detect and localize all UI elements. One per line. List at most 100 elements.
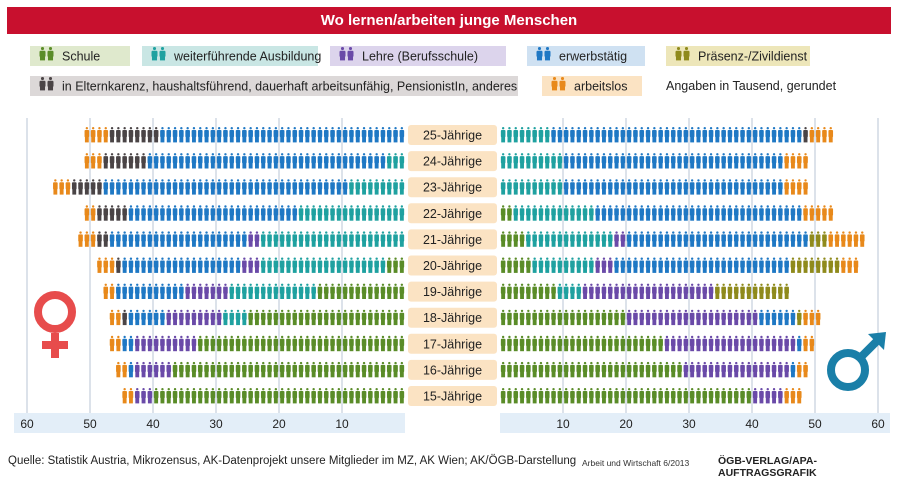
person-icon <box>526 179 531 195</box>
person-icon <box>361 361 367 378</box>
person-icon <box>298 231 304 247</box>
age-label-bg <box>408 359 497 380</box>
person-icon <box>595 179 600 195</box>
person-icon <box>59 179 64 195</box>
person-icon <box>267 205 272 221</box>
person-icon <box>254 388 260 404</box>
person-icon <box>507 257 512 273</box>
person-icon <box>670 257 676 273</box>
person-icon <box>500 231 506 247</box>
person-icon <box>790 335 796 352</box>
person-icon <box>645 127 651 143</box>
person-icon <box>557 179 563 195</box>
person-icon <box>815 257 821 273</box>
female-symbol-icon <box>34 291 76 358</box>
x-tick-label-right: 60 <box>871 417 885 431</box>
person-icon <box>645 179 651 195</box>
person-icon <box>607 309 613 326</box>
person-icon <box>229 388 235 404</box>
person-icon <box>551 283 556 299</box>
person-icon <box>746 153 752 169</box>
person-icon <box>97 179 102 195</box>
person-icon <box>664 179 670 195</box>
person-icon <box>386 283 392 299</box>
person-icon <box>689 388 695 404</box>
person-icon <box>191 153 197 169</box>
person-icon <box>771 257 777 273</box>
person-icon <box>664 153 670 169</box>
person-icon <box>645 205 651 221</box>
legend-label: Schule <box>62 49 101 64</box>
person-icon <box>134 335 140 352</box>
person-icon <box>765 257 771 273</box>
legend-label: arbeitslos <box>574 79 628 94</box>
person-icon <box>563 127 569 143</box>
person-icon <box>235 257 241 273</box>
person-icon <box>519 205 525 221</box>
person-icon <box>279 257 285 273</box>
legend-lehre: Lehre (Berufsschule) <box>330 46 506 66</box>
person-icon <box>166 231 172 247</box>
person-icon <box>47 77 54 91</box>
person-icon <box>563 179 569 195</box>
person-icon <box>715 361 720 378</box>
person-icon <box>822 127 827 143</box>
age-label-bg <box>408 125 497 145</box>
person-icon <box>664 127 670 143</box>
person-icon <box>595 257 600 273</box>
person-icon <box>557 388 563 404</box>
person-icon <box>532 257 537 273</box>
person-icon <box>260 179 266 195</box>
person-icon <box>160 361 165 378</box>
person-icon <box>374 179 379 195</box>
person-icon <box>620 205 626 221</box>
person-icon <box>544 361 550 378</box>
person-icon <box>141 231 146 247</box>
person-icon <box>733 153 739 169</box>
person-icon <box>765 179 771 195</box>
person-icon <box>248 335 253 352</box>
person-icon <box>355 388 361 404</box>
person-icon <box>589 283 594 299</box>
person-icon <box>759 361 764 378</box>
person-icon <box>191 231 197 247</box>
person-icon <box>305 179 310 195</box>
person-icon <box>570 309 575 326</box>
person-icon <box>626 388 632 404</box>
person-icon <box>790 179 796 195</box>
person-icon <box>267 257 272 273</box>
person-icon <box>589 179 594 195</box>
person-icon <box>538 127 544 143</box>
person-icon <box>349 388 354 404</box>
person-icon <box>361 127 367 143</box>
person-icon <box>721 335 726 352</box>
person-icon <box>853 257 859 273</box>
person-icon <box>103 257 109 273</box>
person-icon <box>279 231 285 247</box>
person-icon <box>292 388 298 404</box>
person-icon <box>727 335 733 352</box>
person-icon <box>771 127 777 143</box>
person-icon <box>696 283 701 299</box>
person-icon <box>267 231 272 247</box>
person-icon <box>393 127 398 143</box>
person-icon <box>771 335 777 352</box>
person-icon <box>179 205 184 221</box>
person-icon <box>828 127 834 143</box>
person-icon <box>147 231 153 247</box>
person-icon <box>595 127 600 143</box>
person-icon <box>116 309 121 326</box>
person-icon <box>778 153 783 169</box>
person-icon <box>689 361 695 378</box>
person-icon <box>380 388 386 404</box>
person-icon <box>607 127 613 143</box>
person-icon <box>342 335 348 352</box>
person-icon <box>292 283 298 299</box>
person-icon <box>242 361 247 378</box>
person-icon <box>235 205 241 221</box>
legend-arbeitslos: arbeitslos <box>542 76 642 96</box>
person-icon <box>393 335 398 352</box>
person-icon <box>853 231 859 247</box>
